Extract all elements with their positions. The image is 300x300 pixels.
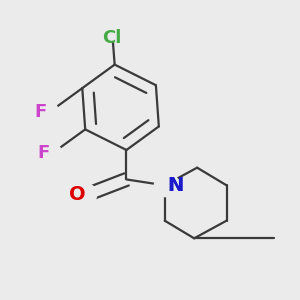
Text: Cl: Cl: [102, 29, 122, 47]
Text: O: O: [69, 185, 85, 204]
Text: F: F: [35, 103, 47, 121]
Text: N: N: [168, 176, 184, 195]
Text: F: F: [38, 144, 50, 162]
Text: N: N: [168, 176, 184, 195]
